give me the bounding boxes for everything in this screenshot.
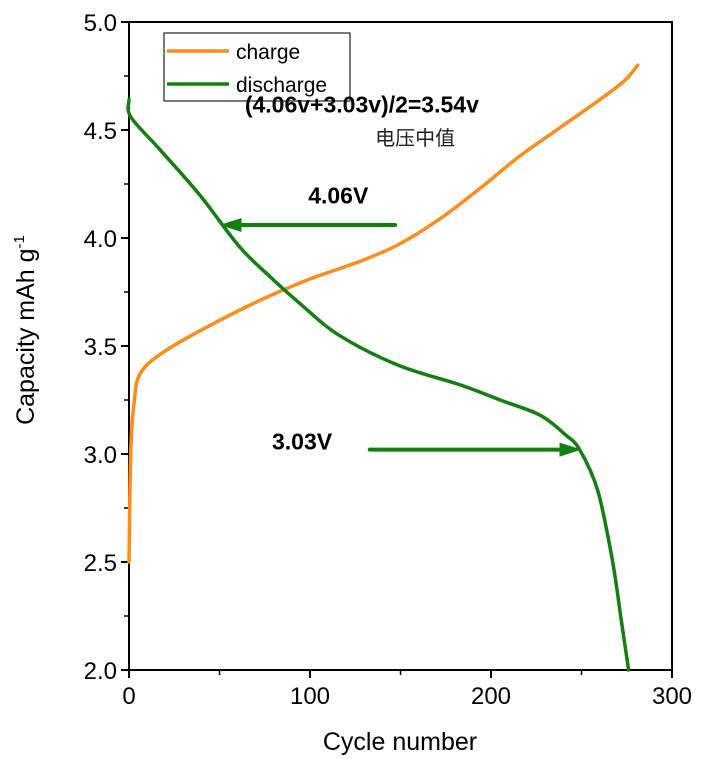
y-axis-label: Capacity mAh g-1 (11, 235, 40, 425)
annotation-4-06v: 4.06V (308, 182, 369, 208)
y-tick-label: 4.5 (84, 118, 117, 145)
plot-frame (128, 21, 673, 671)
series-line-discharge (126, 98, 631, 672)
y-axis-label-sup: -1 (11, 235, 28, 248)
y-tick-label: 5.0 (84, 10, 117, 37)
y-tick-label: 2.5 (84, 550, 117, 577)
ticks: 0 100 200 300 2.0 2.5 3.0 3.5 4.0 4.5 5.0 (84, 10, 692, 710)
axes (128, 21, 673, 671)
y-tick-label: 3.5 (84, 334, 117, 361)
annotation-3-03v: 3.03V (272, 429, 333, 455)
x-tick-label: 300 (652, 683, 692, 710)
x-tick-label: 200 (471, 683, 511, 710)
y-tick-label: 4.0 (84, 226, 117, 253)
series (126, 63, 640, 672)
legend-label-discharge: discharge (236, 74, 327, 97)
arrow-head-4-06V (219, 218, 242, 233)
y-tick-label: 3.0 (84, 442, 117, 469)
legend-label-charge: charge (236, 41, 300, 64)
series-line-charge (127, 63, 640, 564)
legend-box (163, 32, 351, 102)
x-axis-label: Cycle number (323, 728, 477, 756)
x-tick-label: 0 (122, 683, 135, 710)
y-axis-label-main: Capacity mAh g (12, 248, 40, 424)
legend: charge discharge (163, 32, 351, 102)
annotation-median-label: 电压中值 (375, 126, 455, 150)
annotation-arrows (219, 218, 582, 457)
y-tick-label: 2.0 (84, 658, 117, 685)
x-tick-label: 100 (290, 683, 330, 710)
annotation-median-formula: (4.06v+3.03v)/2=3.54v (245, 92, 479, 118)
arrow-head-3-03V (559, 442, 582, 457)
